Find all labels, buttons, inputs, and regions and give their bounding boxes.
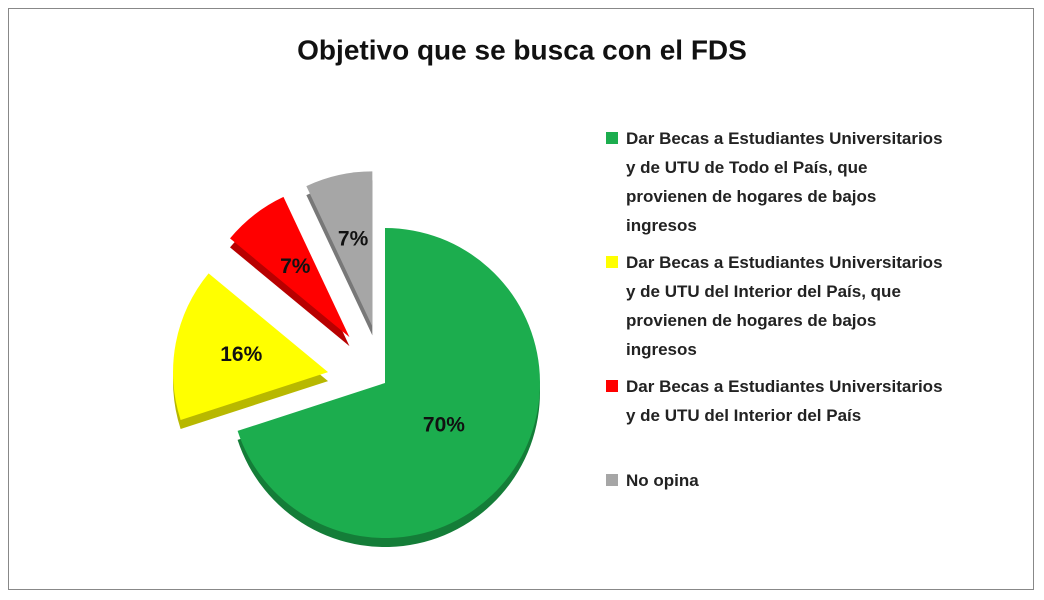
slice bbox=[173, 273, 329, 421]
chart-frame bbox=[8, 8, 1034, 590]
legend-item: Dar Becas a Estudiantes Universitarios y… bbox=[606, 248, 946, 364]
legend-label: Dar Becas a Estudiantes Universitarios y… bbox=[626, 129, 943, 235]
legend-item: Dar Becas a Estudiantes Universitarios y… bbox=[606, 372, 946, 430]
legend-swatch bbox=[606, 474, 618, 486]
legend-item: No opina bbox=[606, 466, 946, 495]
legend-label: Dar Becas a Estudiantes Universitarios y… bbox=[626, 377, 943, 425]
legend-label: Dar Becas a Estudiantes Universitarios y… bbox=[626, 253, 943, 359]
legend-swatch bbox=[606, 380, 618, 392]
legend-swatch bbox=[606, 132, 618, 144]
data-label: 7% bbox=[338, 228, 369, 251]
data-label: 16% bbox=[220, 343, 262, 366]
data-label: 70% bbox=[423, 413, 465, 436]
legend-item: Dar Becas a Estudiantes Universitarios y… bbox=[606, 124, 946, 240]
slice bbox=[306, 171, 373, 327]
data-label: 7% bbox=[280, 255, 311, 278]
slice bbox=[230, 196, 350, 338]
legend-label: No opina bbox=[626, 471, 699, 490]
slice bbox=[237, 228, 540, 538]
chart-title: Objetivo que se busca con el FDS bbox=[297, 34, 747, 65]
legend: Dar Becas a Estudiantes Universitarios y… bbox=[606, 124, 946, 495]
legend-swatch bbox=[606, 256, 618, 268]
